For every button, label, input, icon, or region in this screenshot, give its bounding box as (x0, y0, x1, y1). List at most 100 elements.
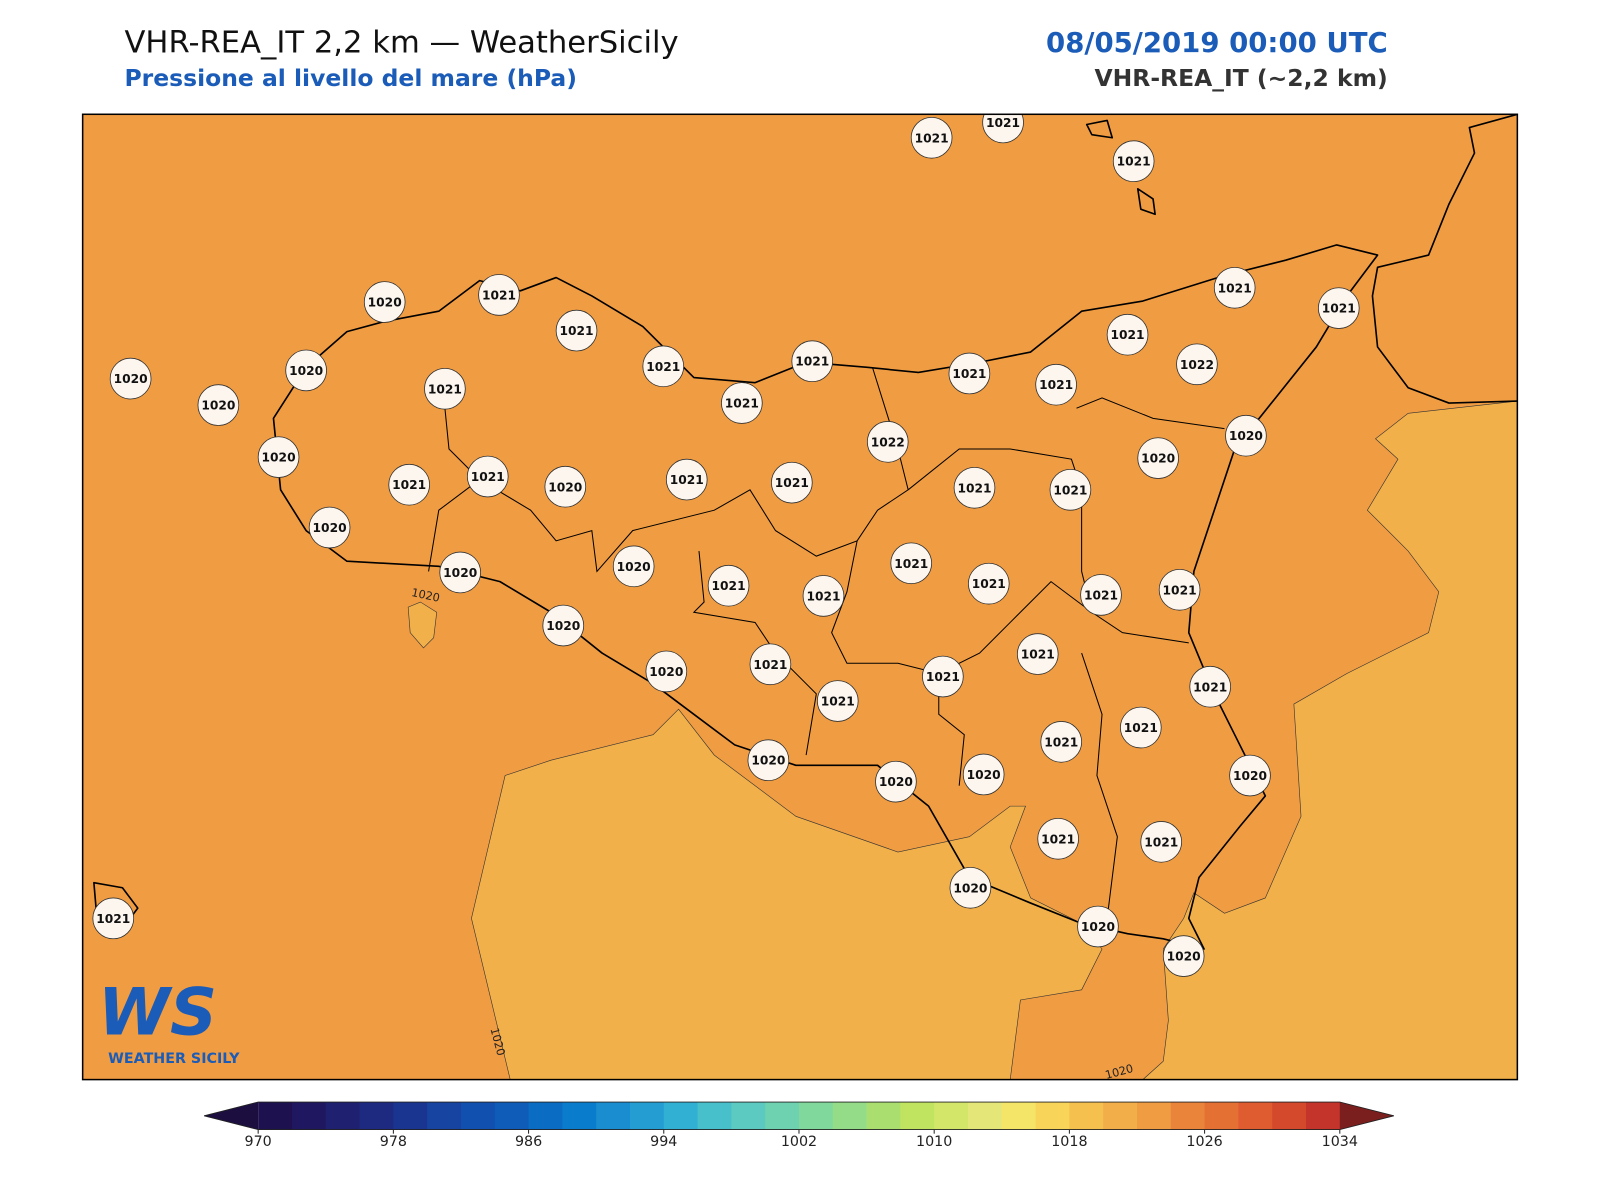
colorbar-over (1339, 1102, 1394, 1130)
station: 1020 (197, 384, 240, 426)
station: 1021 (555, 309, 598, 352)
colorbar-tick-label: 994 (650, 1134, 677, 1150)
station-value: 1021 (1053, 483, 1087, 497)
station-marker (1016, 633, 1059, 675)
colorbar-tick-label: 1034 (1322, 1134, 1358, 1150)
colorbar-segment (731, 1102, 766, 1130)
station: 1021 (642, 345, 685, 388)
station: 1021 (92, 897, 135, 940)
station-value: 1020 (313, 521, 347, 535)
model: VHR-REA_IT (~2,2 km) (1094, 64, 1387, 92)
colorbar-segment (1069, 1102, 1104, 1130)
colorbar-segment (1136, 1102, 1172, 1130)
station: 1020 (542, 604, 585, 647)
station-marker (1106, 313, 1149, 356)
station-marker (612, 545, 655, 588)
station: 1022 (866, 421, 909, 463)
station-marker (665, 458, 708, 501)
colorbar-tick-label: 1018 (1051, 1134, 1087, 1150)
station-marker (1077, 905, 1119, 948)
station: 1021 (1080, 574, 1122, 616)
station: 1020 (1162, 935, 1205, 977)
colorbar-tick-label: 1002 (781, 1134, 817, 1150)
station-value: 1020 (1081, 920, 1115, 934)
coastline (1371, 114, 1518, 404)
station: 1020 (109, 357, 152, 400)
station-value: 1021 (712, 579, 746, 593)
station-value: 1020 (368, 296, 402, 310)
station-value: 1021 (986, 116, 1020, 130)
station-value: 1020 (1167, 950, 1201, 964)
station-marker (1137, 437, 1179, 479)
station-marker (308, 506, 351, 549)
station-value: 1020 (289, 364, 323, 378)
colorbar-segment (528, 1102, 563, 1130)
colorbar-segment (1103, 1102, 1138, 1130)
station: 1020 (747, 739, 790, 782)
station-marker (109, 357, 152, 400)
station-value: 1021 (471, 470, 505, 484)
station: 1020 (544, 465, 587, 508)
station-value: 1021 (482, 288, 516, 302)
station-value: 1020 (1233, 769, 1267, 783)
station: 1021 (1112, 140, 1155, 183)
station-value: 1021 (670, 473, 704, 487)
colorbar-segment (967, 1102, 1003, 1130)
station-value: 1021 (1044, 735, 1078, 749)
colorbar-segment (663, 1102, 699, 1130)
coastline (272, 244, 1379, 950)
station: 1020 (1229, 754, 1271, 797)
title: VHR-REA_IT 2,2 km — WeatherSicily (124, 25, 678, 60)
station-value: 1022 (1180, 358, 1214, 372)
station-value: 1021 (806, 589, 840, 603)
colorbar-segment (765, 1102, 800, 1130)
station: 1021 (967, 562, 1010, 605)
station-marker (1040, 721, 1083, 763)
station: 1022 (1176, 343, 1218, 386)
light-region (1142, 400, 1518, 1080)
colorbar-segment (325, 1102, 361, 1130)
station: 1021 (1140, 821, 1183, 863)
station-marker (1213, 266, 1256, 309)
station-value: 1021 (1218, 281, 1252, 295)
station-value: 1020 (548, 480, 582, 494)
colorbar-segment (697, 1102, 732, 1130)
station-marker (466, 455, 509, 498)
station: 1020 (439, 551, 482, 594)
station: 1020 (949, 866, 992, 909)
colorbar-segment (1204, 1102, 1239, 1130)
station: 1021 (771, 461, 813, 504)
station-marker (1162, 935, 1205, 977)
station-marker (875, 760, 917, 803)
station: 1021 (890, 542, 933, 585)
colorbar: 970 978 986 994 1002 1010 1018 1026 1034 (203, 1101, 1394, 1150)
station-value: 1021 (926, 670, 960, 684)
station: 1021 (910, 116, 953, 159)
station-marker (1112, 140, 1155, 183)
station-value: 1021 (96, 912, 130, 926)
logo-text: WEATHER SICILY (108, 1051, 240, 1067)
station: 1020 (363, 281, 406, 323)
map: 1021102110211020102110211021102110201020… (82, 114, 1518, 1080)
station-marker (1189, 665, 1232, 708)
station-value: 1021 (428, 382, 462, 396)
station-marker (749, 643, 792, 686)
date: 08/05/2019 00:00 UTC (1046, 27, 1388, 59)
station-value: 1021 (972, 577, 1006, 591)
station: 1021 (1016, 633, 1059, 675)
colorbar-segment (629, 1102, 665, 1130)
station: 1021 (802, 575, 845, 617)
station: 1020 (1137, 437, 1179, 479)
station-marker (816, 680, 859, 722)
light-region (407, 601, 438, 649)
contour-label: 1020 (410, 586, 441, 605)
station: 1021 (388, 463, 430, 506)
stations: 1021102110211020102110211021102110201020… (92, 114, 1360, 977)
station-value: 1021 (753, 658, 787, 672)
station: 1020 (1225, 414, 1267, 457)
station-value: 1021 (1041, 832, 1075, 846)
station-marker (1317, 287, 1360, 329)
colorbar-segment (596, 1102, 631, 1130)
colorbar-segment (460, 1102, 496, 1130)
